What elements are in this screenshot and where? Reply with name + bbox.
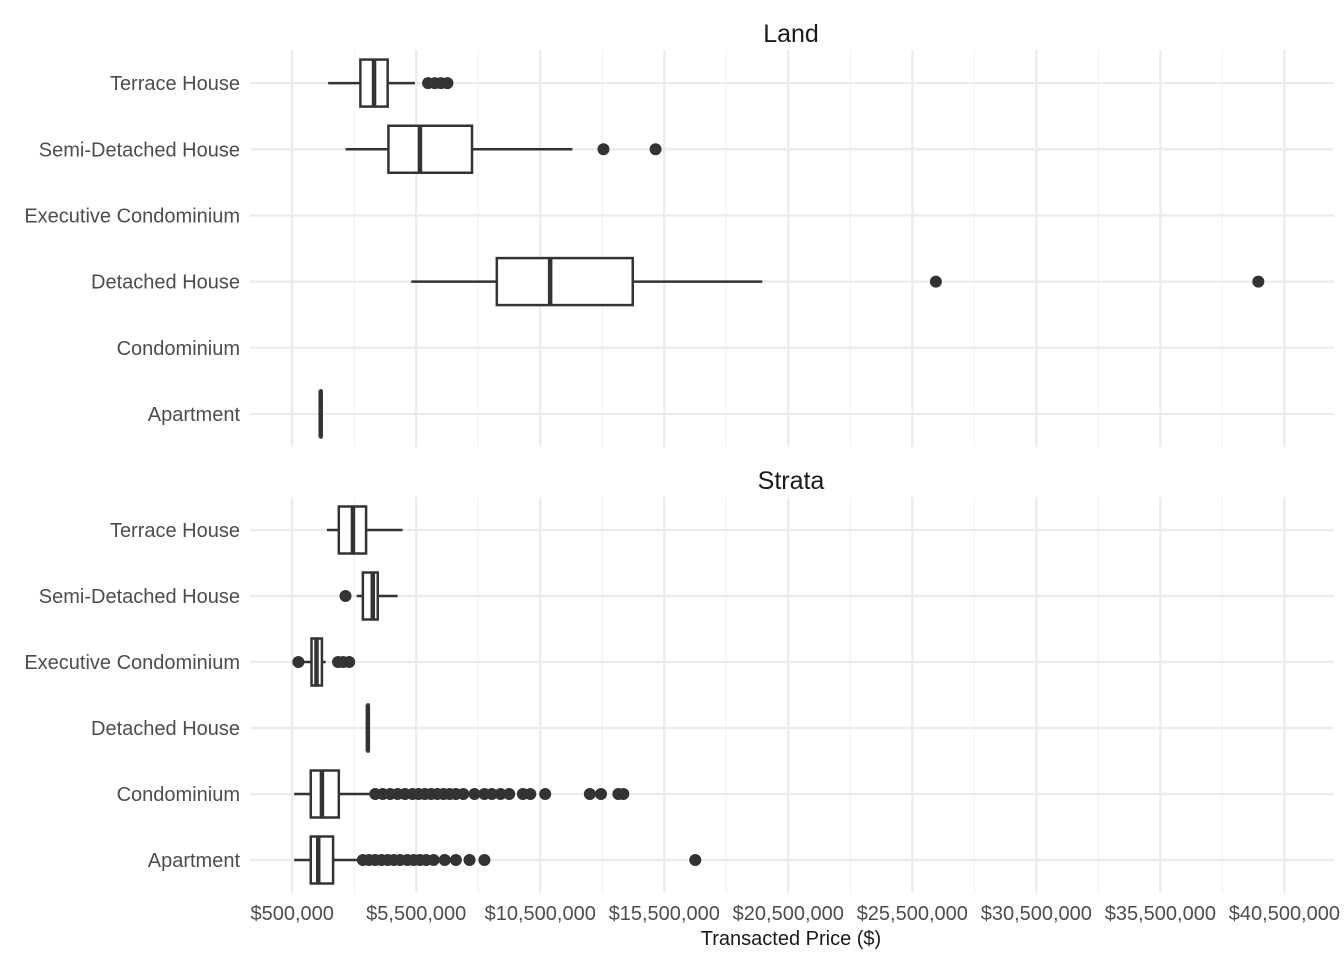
- outlier-point: [441, 77, 454, 90]
- outlier-point: [478, 854, 491, 866]
- category-label-detached-house: Detached House: [91, 718, 240, 740]
- x-tick-label: $35,500,000: [1105, 903, 1216, 925]
- box-land-semi-detached-house: [345, 124, 662, 174]
- box-strata-apartment: [294, 835, 702, 885]
- outlier-point: [1252, 275, 1265, 288]
- box-iqr: [361, 571, 379, 621]
- category-label-apartment: Apartment: [148, 850, 241, 872]
- panel-title-land: Land: [763, 20, 819, 48]
- box-iqr: [309, 769, 341, 819]
- panel-land: Land Terrace House Semi-Detached House Exe…: [24, 20, 1334, 447]
- outlier-point: [597, 143, 610, 156]
- category-label-condominium: Condominium: [117, 338, 240, 360]
- box-land-detached-house: [411, 256, 1265, 307]
- outlier-point: [463, 854, 476, 866]
- box-strata-terrace-house: [326, 505, 403, 555]
- outlier-point: [539, 788, 552, 800]
- x-tick-label: $30,500,000: [981, 903, 1092, 925]
- box-land-terrace-house: [328, 58, 454, 108]
- x-axis-title: Transacted Price ($): [701, 928, 881, 950]
- outlier-point: [485, 788, 498, 800]
- outlier-point: [457, 788, 470, 800]
- outlier-point: [503, 788, 516, 800]
- outlier-point: [617, 788, 630, 800]
- outlier-point: [449, 854, 462, 866]
- outlier-point: [649, 143, 662, 156]
- outlier-point: [494, 788, 507, 800]
- x-axis: $500,000 $5,500,000 $10,500,000 $15,500,000…: [250, 903, 1340, 925]
- box-iqr: [309, 835, 335, 885]
- box-strata-executive-condominium: [292, 637, 356, 687]
- category-label-executive-condominium: Executive Condominium: [24, 205, 240, 227]
- box-iqr: [495, 256, 634, 307]
- outlier-point: [524, 788, 537, 800]
- category-label-executive-condominium: Executive Condominium: [24, 652, 240, 674]
- category-label-apartment: Apartment: [148, 404, 241, 426]
- outlier-point: [339, 590, 352, 602]
- x-tick-label: $500,000: [250, 903, 333, 925]
- x-tick-label: $40,500,000: [1229, 903, 1340, 925]
- outlier-point: [929, 275, 942, 288]
- outlier-point: [689, 854, 702, 866]
- x-tick-label: $20,500,000: [733, 903, 844, 925]
- outlier-point: [468, 788, 481, 800]
- outlier-point: [427, 854, 440, 866]
- box-iqr: [387, 124, 474, 174]
- category-label-semi-detached-house: Semi-Detached House: [39, 139, 240, 161]
- category-label-condominium: Condominium: [117, 784, 240, 806]
- box-strata-semi-detached-house: [339, 571, 398, 621]
- box-strata-condominium: [294, 769, 630, 819]
- x-tick-label: $15,500,000: [609, 903, 720, 925]
- x-tick-label: $5,500,000: [366, 903, 466, 925]
- panel-title-strata: Strata: [758, 467, 825, 495]
- box-land-apartment: [318, 389, 323, 439]
- x-tick-label: $25,500,000: [857, 903, 968, 925]
- outlier-point: [438, 854, 451, 866]
- category-label-detached-house: Detached House: [91, 272, 240, 294]
- category-label-terrace-house: Terrace House: [110, 73, 240, 95]
- box-strata-detached-house: [365, 703, 371, 753]
- outlier-point: [594, 788, 607, 800]
- outlier-point: [343, 656, 356, 668]
- x-tick-label: $10,500,000: [485, 903, 596, 925]
- panel-strata: Strata Terrace House Semi-Detached House E…: [24, 467, 1334, 893]
- outlier-point: [583, 788, 596, 800]
- outlier-point: [292, 656, 305, 668]
- category-label-semi-detached-house: Semi-Detached House: [39, 586, 240, 608]
- category-label-terrace-house: Terrace House: [110, 520, 240, 542]
